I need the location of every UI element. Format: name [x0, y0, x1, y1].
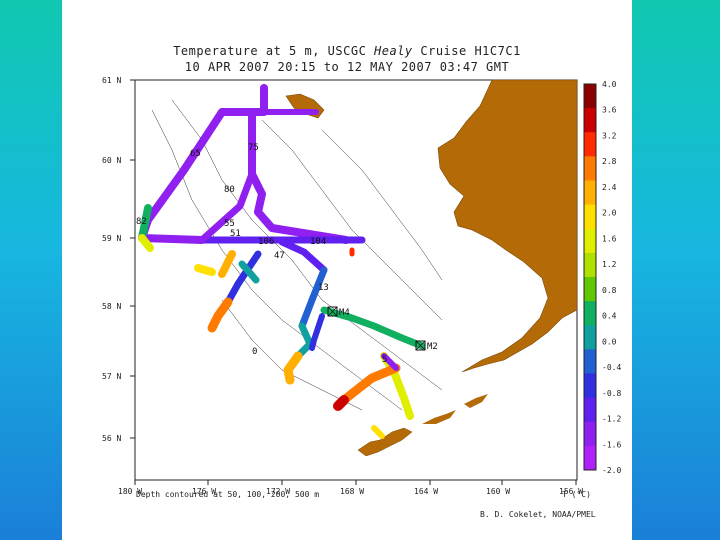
colorbar-swatch [584, 156, 596, 181]
station-label: 55 [224, 219, 235, 229]
lat-tick-label: 57 N [102, 372, 121, 381]
station-label: 0 [252, 347, 257, 357]
colorbar-swatch [584, 204, 596, 230]
lon-tick-label: 180 W [118, 487, 142, 496]
cruise-track [138, 84, 426, 439]
mooring-label: M4 [339, 308, 350, 318]
colorbar-swatch [584, 445, 596, 471]
station-label: 47 [274, 251, 285, 261]
colorbar-tick-label: 1.2 [602, 260, 617, 269]
longitude-axis: 180 W 176 W 172 W 168 W 164 W 160 W 156 … [118, 480, 583, 496]
station-label: 75 [248, 143, 259, 153]
colorbar-tick-label: -0.4 [602, 363, 621, 372]
temperature-colorbar: 4.0 3.6 3.2 2.8 2.4 2.0 1.6 1.2 0.8 0.4 0.0 -0.4 -0.… [583, 80, 621, 475]
colorbar-tick-label: 3.6 [602, 106, 617, 115]
lat-tick-label: 59 N [102, 234, 121, 243]
aleutian-island-2 [422, 410, 456, 424]
station-label: 106 [258, 237, 274, 247]
station-label: 51 [230, 229, 241, 239]
depth-contour-note: Depth contoured at 50, 100, 200, 500 m [136, 490, 320, 499]
lon-tick-label: 176 W [192, 487, 216, 496]
colorbar-swatch [584, 84, 596, 109]
mooring-m4: M4 [327, 306, 350, 318]
colorbar-swatch [584, 228, 596, 254]
colorbar-swatch [584, 108, 596, 133]
mooring-cross-icon [327, 306, 338, 317]
colorbar-tick-label: 2.0 [602, 209, 617, 218]
lat-tick-label: 58 N [102, 302, 121, 311]
mooring-cross-icon [415, 340, 426, 351]
colorbar-tick-label: -0.8 [602, 389, 621, 398]
colorbar-tick-label: 0.0 [602, 337, 617, 346]
colorbar-swatch [584, 180, 596, 206]
colorbar-tick-label: -2.0 [602, 466, 621, 475]
station-label: 65 [190, 149, 201, 159]
colorbar-tick-label: 2.4 [602, 183, 617, 192]
colorbar-frame [583, 83, 597, 471]
alaska-mainland [437, 79, 578, 373]
mooring-marker-icon [327, 306, 338, 317]
aleutian-island-3 [464, 394, 488, 408]
title-ship-name: Healy [374, 44, 413, 58]
lon-tick-label: 164 W [414, 487, 438, 496]
colorbar-tick-label: -1.2 [602, 415, 621, 424]
map-svg: 75 65 80 82 55 51 106 104 47 13 5 0 M4 M… [102, 76, 621, 496]
colorbar-swatch [584, 421, 596, 447]
aleutian-islands [357, 427, 413, 457]
colorbar-tick-label: 2.8 [602, 157, 617, 166]
colorbar-swatch [584, 277, 596, 302]
station-label: 5 [382, 355, 387, 365]
colorbar-swatch [584, 132, 596, 157]
station-label: 104 [310, 237, 326, 247]
station-label: 80 [224, 185, 235, 195]
colorbar-swatch [584, 325, 596, 350]
colorbar-tick-label: 3.2 [602, 131, 617, 140]
colorbar-tick-label: 4.0 [602, 80, 617, 89]
credit-text: B. D. Cokelet, NOAA/PMEL [480, 510, 596, 519]
station-label: 82 [136, 217, 147, 227]
station-label: 13 [318, 283, 329, 293]
mooring-m2: M2 [415, 340, 438, 352]
colorbar-swatch [584, 397, 596, 423]
lat-tick-label: 56 N [102, 434, 121, 443]
lat-tick-label: 60 N [102, 156, 121, 165]
colorbar-swatch [584, 373, 596, 399]
depth-contours [151, 99, 443, 411]
colorbar-swatch [584, 301, 596, 326]
lon-tick-label: 172 W [266, 487, 290, 496]
colorbar-tick-label: -1.6 [602, 440, 621, 449]
lon-tick-label: 156 W [559, 487, 583, 496]
colorbar-swatch [584, 349, 596, 374]
title-prefix: Temperature at 5 m, USCGC [173, 44, 375, 58]
lon-tick-label: 160 W [486, 487, 510, 496]
lon-tick-label: 168 W [340, 487, 364, 496]
map-title-line2: 10 APR 2007 20:15 to 12 MAY 2007 03:47 G… [184, 60, 510, 74]
mooring-label: M2 [427, 342, 438, 352]
map-figure: Temperature at 5 m, USCGC Healy Cruise H… [62, 0, 632, 540]
colorbar-tick-label: 0.8 [602, 286, 617, 295]
station-labels: 75 65 80 82 55 51 106 104 47 13 5 0 [136, 143, 387, 365]
map-title-line1: Temperature at 5 m, USCGC Healy Cruise H… [62, 44, 632, 58]
colorbar-swatch [584, 252, 596, 278]
colorbar-tick-label: 0.4 [602, 312, 617, 321]
colorbar-tick-label: 1.6 [602, 234, 617, 243]
mooring-marker-icon [415, 340, 426, 351]
title-suffix: Cruise H1C7C1 [412, 44, 521, 58]
colorbar-unit-label: T (°C) [562, 490, 591, 499]
latitude-axis: 61 N 60 N 59 N 58 N 57 N 56 N [102, 76, 135, 443]
lat-tick-label: 61 N [102, 76, 121, 85]
